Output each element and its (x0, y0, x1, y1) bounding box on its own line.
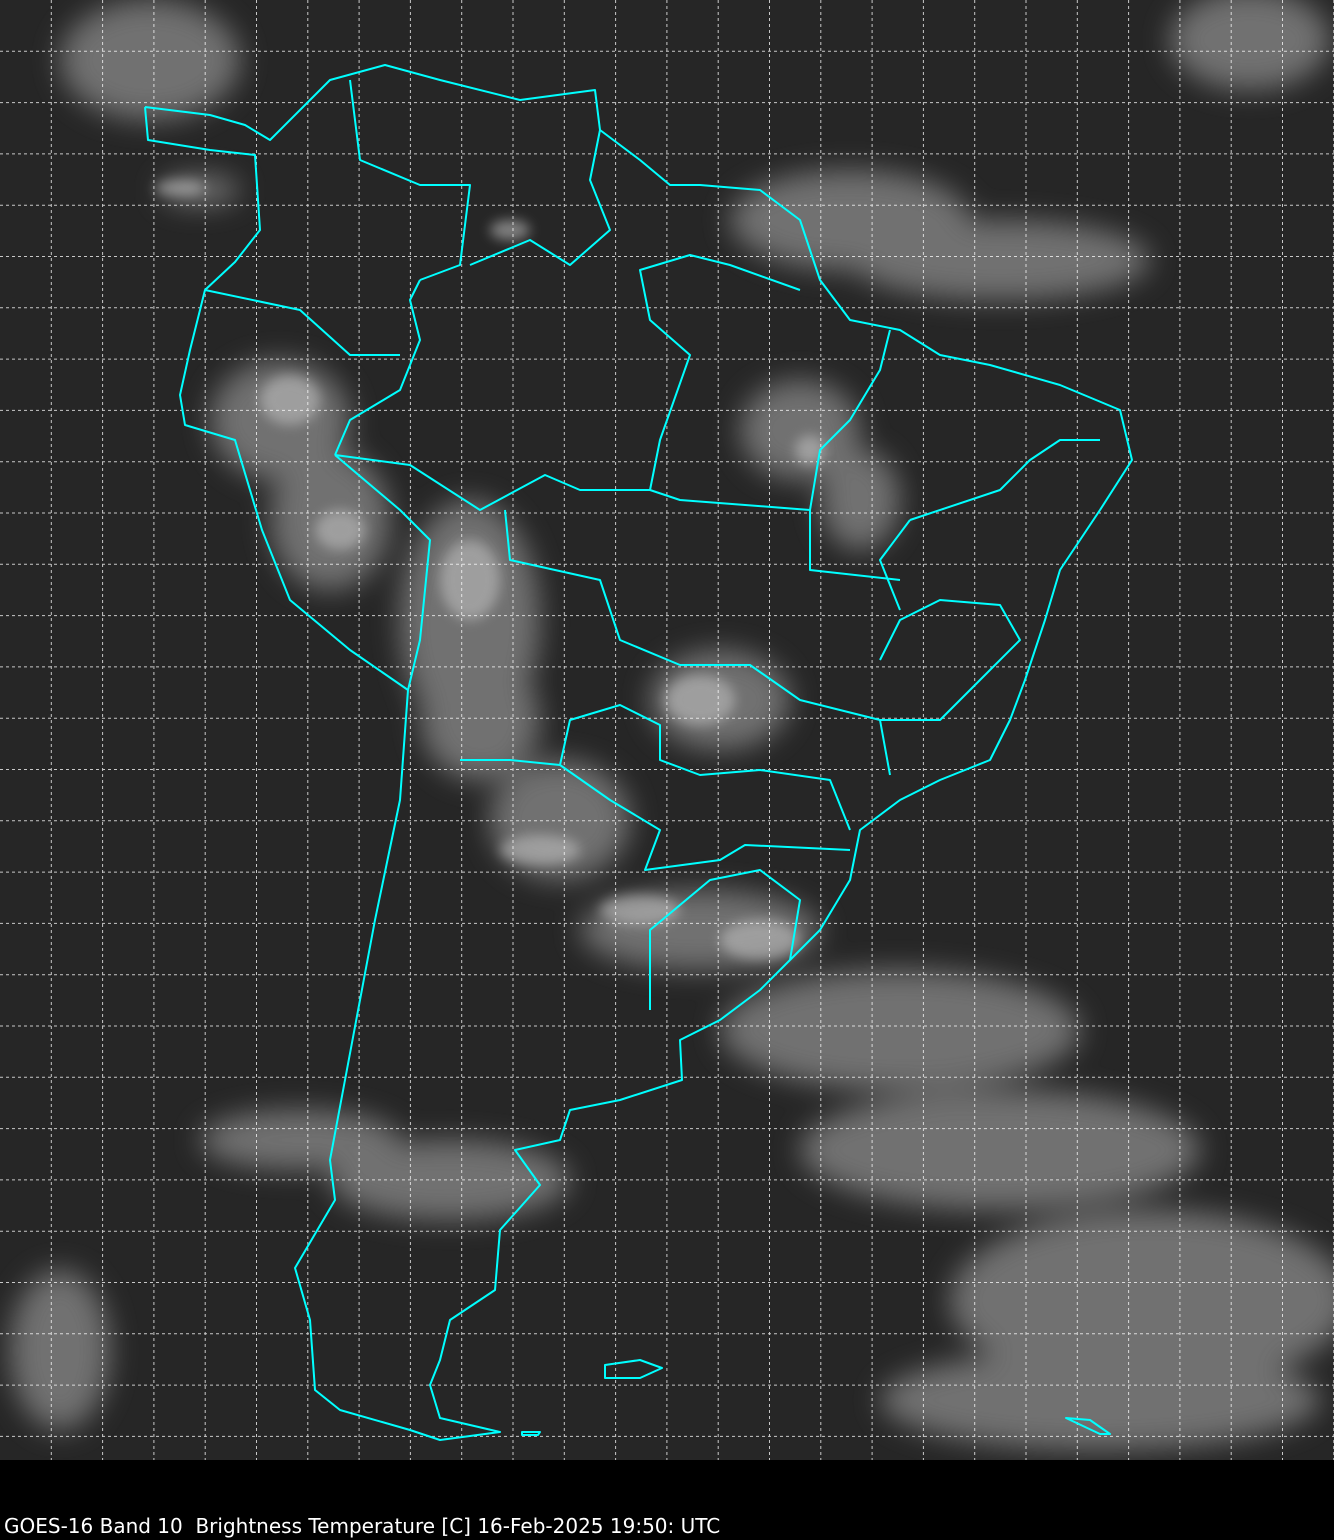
lat-lon-grid (0, 0, 1334, 1460)
political-border (460, 759, 851, 871)
cloud-top (665, 675, 735, 725)
political-border (204, 289, 400, 356)
cloud (60, 0, 240, 120)
cloud-top (440, 540, 500, 620)
political-border (879, 519, 911, 611)
staten-island (521, 1431, 541, 1436)
cloud-top (600, 895, 680, 925)
south-georgia-island (1065, 1417, 1111, 1435)
political-border (809, 510, 901, 581)
cloud-top (500, 835, 580, 865)
cloud (200, 1110, 400, 1170)
cloud-top (260, 375, 320, 425)
political-border (334, 454, 431, 691)
satellite-map (0, 0, 1334, 1460)
falkland-islands (604, 1359, 663, 1379)
cloud (820, 450, 900, 550)
cloud (950, 1210, 1334, 1390)
cloud (800, 1090, 1200, 1210)
cloud (880, 1350, 1320, 1450)
cloud (420, 660, 540, 780)
political-border (559, 704, 851, 831)
political-border (334, 279, 421, 456)
political-border (334, 454, 811, 511)
political-border (649, 869, 801, 1010)
political-border (639, 254, 801, 491)
map-caption: GOES-16 Band 10 Brightness Temperature [… (4, 1514, 721, 1538)
cloud (1170, 0, 1330, 90)
cloud (720, 970, 1080, 1090)
cloud (10, 1270, 110, 1430)
political-border (879, 599, 1021, 721)
political-border (469, 129, 611, 266)
political-border (809, 329, 891, 511)
cloud-top (490, 220, 530, 240)
cloud-top (315, 510, 365, 550)
coastline-borders (144, 64, 1133, 1441)
cloud-top (795, 435, 825, 465)
cloud-top (155, 180, 205, 196)
south-america-coastline (144, 64, 1133, 1441)
cloud-detail-layer (155, 180, 825, 960)
political-border (504, 509, 891, 776)
political-border (349, 79, 471, 281)
cloud (850, 220, 1150, 300)
cloud-top (720, 920, 800, 960)
political-border (909, 439, 1100, 521)
